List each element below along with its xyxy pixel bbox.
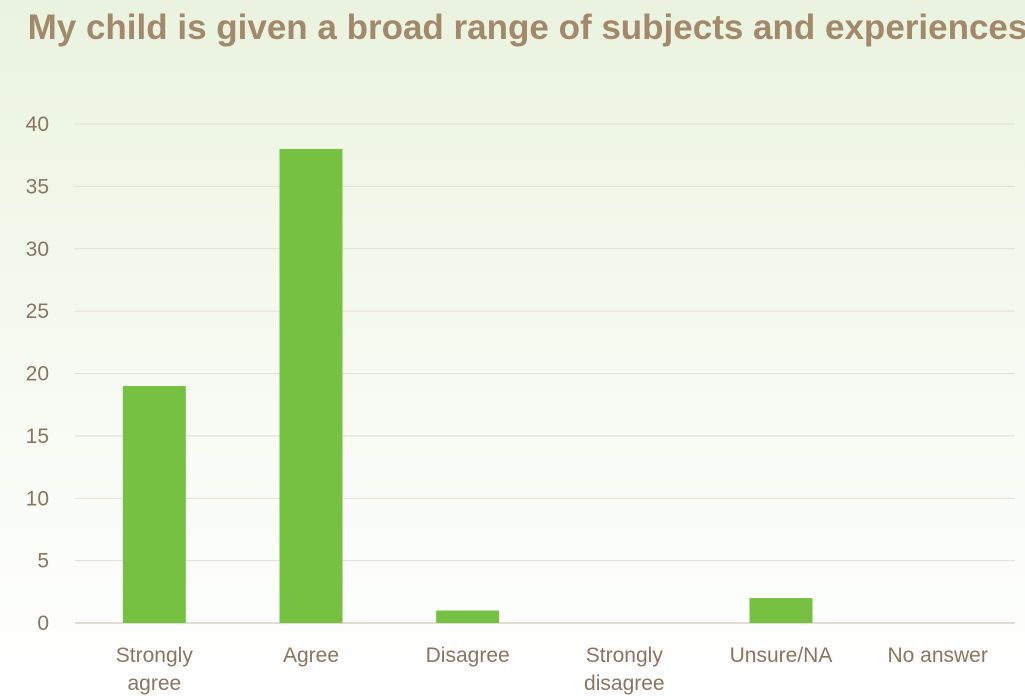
x-category-label: No answer [887, 644, 987, 667]
bar [122, 385, 186, 623]
y-tick-label: 35 [26, 175, 49, 198]
bar [749, 598, 813, 623]
x-axis-labels: Strongly agree Agree Disagree Strongly disagr… [116, 644, 988, 695]
y-tick-label: 5 [37, 550, 49, 573]
bars [122, 148, 813, 623]
grid-lines [75, 123, 1015, 624]
x-category-label: Disagree [426, 644, 510, 667]
y-tick-label: 10 [26, 487, 49, 510]
y-tick-label: 30 [26, 238, 49, 261]
bar [279, 148, 343, 623]
bar [436, 610, 500, 623]
y-tick-label: 15 [26, 425, 49, 448]
x-category-label: Strongly agree [116, 644, 194, 695]
y-tick-label: 40 [26, 113, 49, 136]
x-category-label: Strongly disagree [584, 644, 665, 695]
x-category-label: Unsure/NA [730, 644, 833, 667]
chart-title: My child is given a broad range of subje… [27, 8, 1025, 47]
y-tick-label: 25 [26, 300, 49, 323]
y-tick-label: 0 [37, 612, 49, 635]
y-axis-ticks: 0 5 10 15 20 25 30 35 40 [26, 113, 49, 635]
y-tick-label: 20 [26, 363, 49, 386]
x-category-label: Agree [283, 644, 339, 667]
